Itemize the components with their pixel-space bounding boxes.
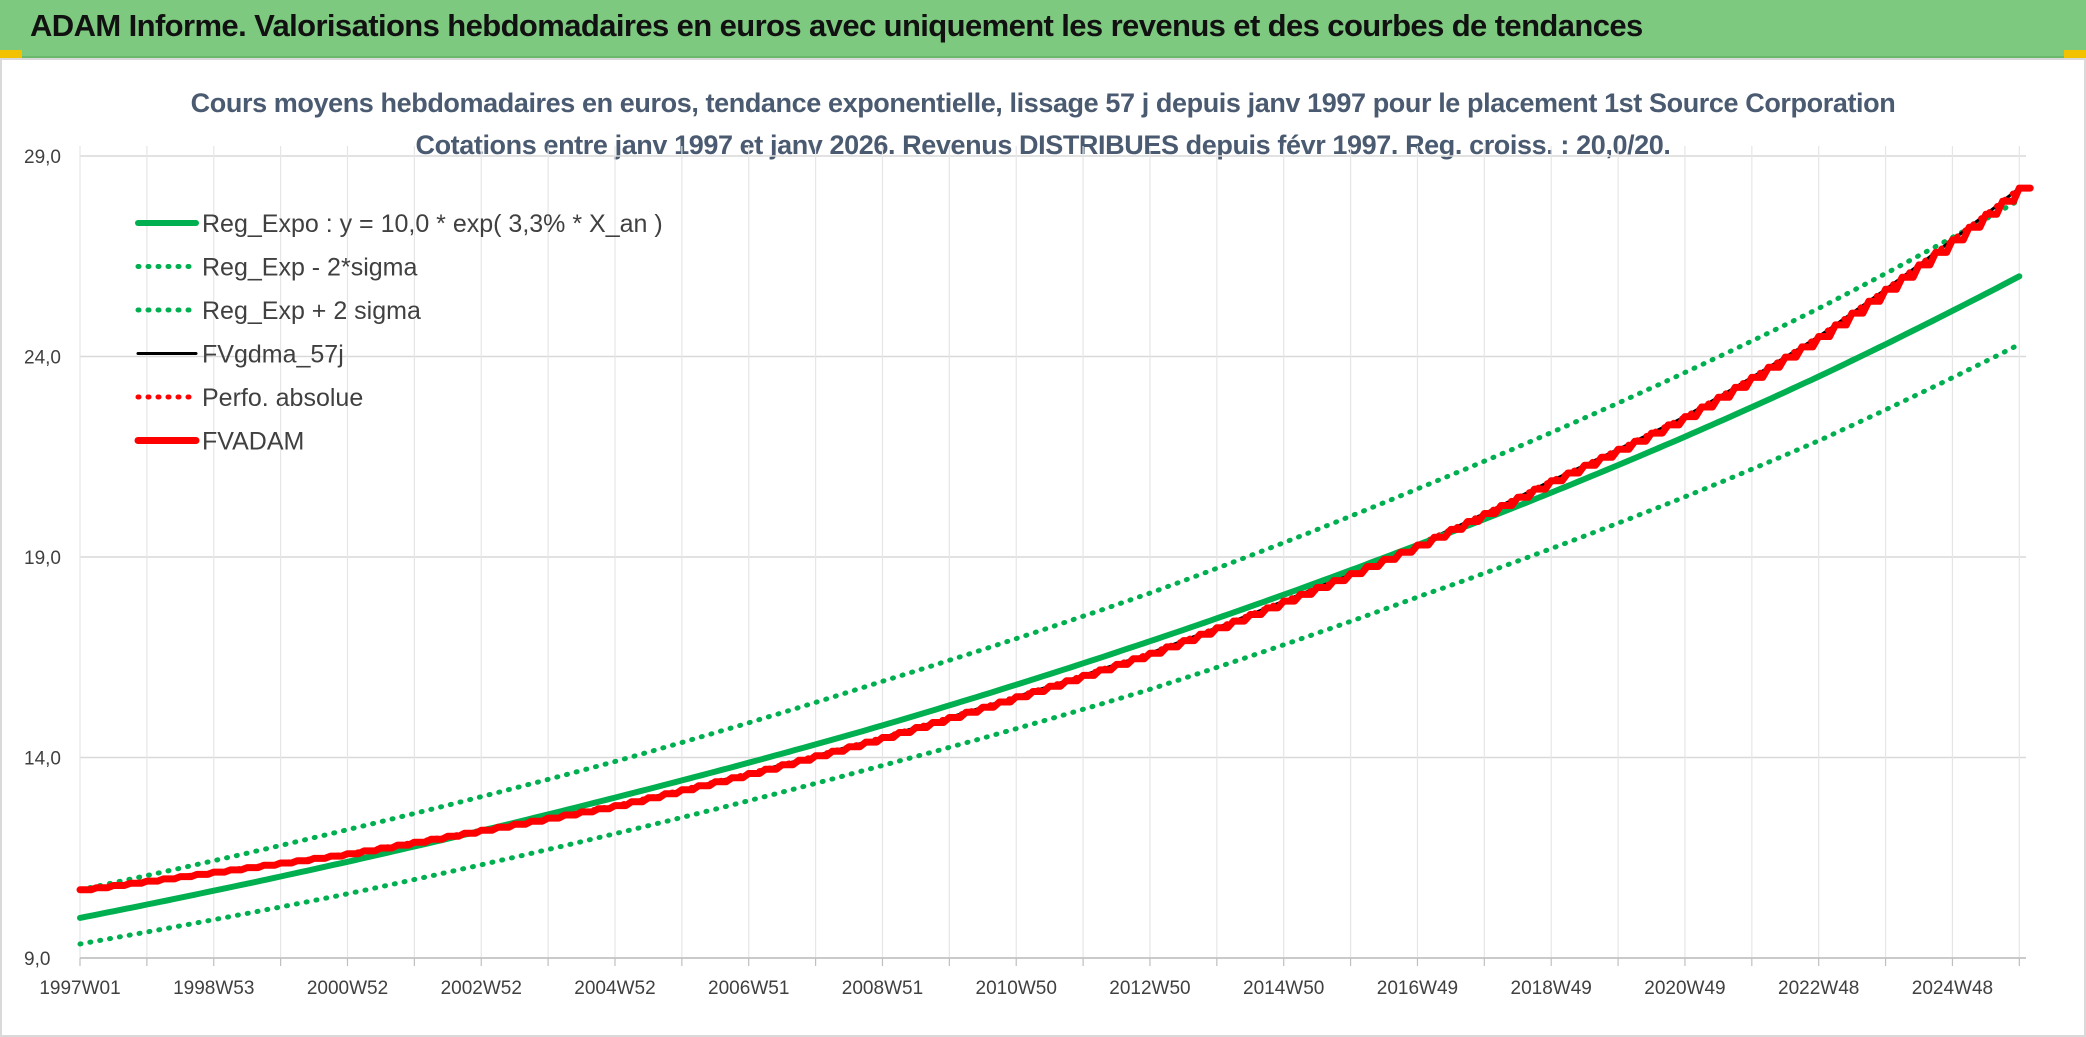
legend-label: FVADAM xyxy=(202,428,304,456)
x-tick-label: 2000W52 xyxy=(307,978,388,999)
series-line-4 xyxy=(77,185,2022,893)
x-tick-label: 2008W51 xyxy=(842,978,923,999)
header-bar: ADAM Informe. Valorisations hebdomadaire… xyxy=(0,0,2086,58)
chart-subtitle: Cotations entre janv 1997 et janv 2026. … xyxy=(415,130,1671,160)
series-layer xyxy=(76,184,2034,947)
y-tick-label: 29,0 xyxy=(24,147,61,168)
legend-label: Reg_Exp - 2*sigma xyxy=(202,254,417,282)
series-line-0 xyxy=(77,273,2023,921)
series-line-1 xyxy=(77,342,2022,947)
x-tick-label: 2022W48 xyxy=(1778,978,1859,999)
corner-marker-top-right xyxy=(2064,50,2086,58)
x-tick-label: 2014W50 xyxy=(1243,978,1324,999)
y-tick-label: 14,0 xyxy=(24,749,61,770)
y-tick-label: 19,0 xyxy=(24,548,61,569)
chart-frame xyxy=(0,58,2086,1037)
x-tick-label: 2002W52 xyxy=(441,978,522,999)
x-tick-label: 2024W48 xyxy=(1912,978,1993,999)
y-tick-label: 24,0 xyxy=(24,348,61,369)
x-tick-label: 1998W53 xyxy=(173,978,254,999)
legend-label: FVgdma_57j xyxy=(202,341,344,369)
x-tick-label: 2020W49 xyxy=(1644,978,1725,999)
y-tick-label: 9,0 xyxy=(24,949,50,970)
corner-marker-top-left xyxy=(0,50,22,58)
page-title: ADAM Informe. Valorisations hebdomadaire… xyxy=(30,8,1643,43)
x-tick-label: 1997W01 xyxy=(39,978,120,999)
axis-layer: 9,0 14,0 19,0 24,0 29,0 1997W01 1998W53 2000W52… xyxy=(24,147,2026,999)
legend: Reg_Expo : y = 10,0 * exp( 3,3% * X_an )… xyxy=(134,210,663,456)
grid-layer xyxy=(79,146,2026,959)
legend-label: Perfo. absolue xyxy=(202,384,363,412)
series-line-3 xyxy=(78,186,2021,892)
series-line-5 xyxy=(76,184,2034,894)
x-tick-label: 2004W52 xyxy=(574,978,655,999)
series-line-2 xyxy=(77,197,2022,893)
x-tick-label: 2006W51 xyxy=(708,978,789,999)
legend-label: Reg_Exp + 2 sigma xyxy=(202,297,421,325)
x-tick-label: 2018W49 xyxy=(1511,978,1592,999)
chart-title: Cours moyens hebdomadaires en euros, ten… xyxy=(190,88,1896,118)
x-tick-label: 2010W50 xyxy=(976,978,1057,999)
legend-label: Reg_Expo : y = 10,0 * exp( 3,3% * X_an ) xyxy=(202,210,663,238)
x-tick-label: 2016W49 xyxy=(1377,978,1458,999)
x-tick-label: 2012W50 xyxy=(1109,978,1190,999)
